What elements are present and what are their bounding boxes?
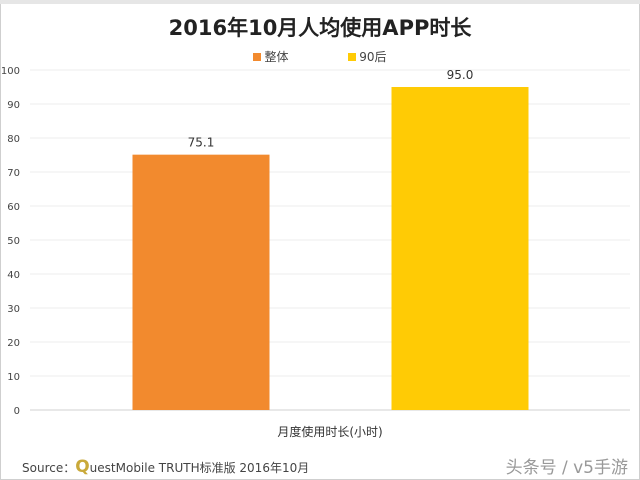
y-tick-label: 40 [7, 270, 20, 281]
bar-1 [391, 87, 529, 410]
bar-0 [132, 154, 270, 410]
data-label-0: 75.1 [188, 136, 215, 150]
legend: 整体 90后 [0, 48, 640, 65]
chart-title: 2016年10月人均使用APP时长 [168, 16, 472, 40]
source-prefix: Source： [22, 461, 76, 475]
y-tick-label: 90 [7, 100, 20, 111]
source-text: uestMobile TRUTH标准版 2016年10月 [89, 461, 310, 475]
source-note: Source：QuestMobile TRUTH标准版 2016年10月 [22, 457, 309, 477]
legend-swatch-overall [253, 53, 262, 61]
legend-item-overall: 整体 [253, 50, 288, 64]
y-tick-label: 60 [7, 202, 20, 213]
legend-swatch-post90 [348, 53, 357, 61]
watermark: 头条号 / v5手游 [505, 458, 628, 478]
y-tick-label: 0 [14, 406, 20, 417]
questmobile-logo-q: Q [75, 457, 90, 477]
y-tick-label: 80 [7, 134, 20, 145]
top-bar [0, 0, 640, 4]
data-label-1: 95.0 [447, 68, 474, 82]
y-tick-label: 70 [7, 168, 20, 179]
legend-label-overall: 整体 [264, 50, 289, 64]
y-tick-label: 20 [7, 338, 20, 349]
x-axis-label: 月度使用时长(小时) [277, 425, 383, 439]
y-tick-label: 10 [7, 372, 20, 383]
y-tick-label: 50 [7, 236, 20, 247]
y-tick-label: 100 [1, 66, 20, 77]
legend-label-post90: 90后 [359, 50, 387, 64]
legend-item-post90: 90后 [348, 50, 387, 64]
y-tick-label: 30 [7, 304, 20, 315]
